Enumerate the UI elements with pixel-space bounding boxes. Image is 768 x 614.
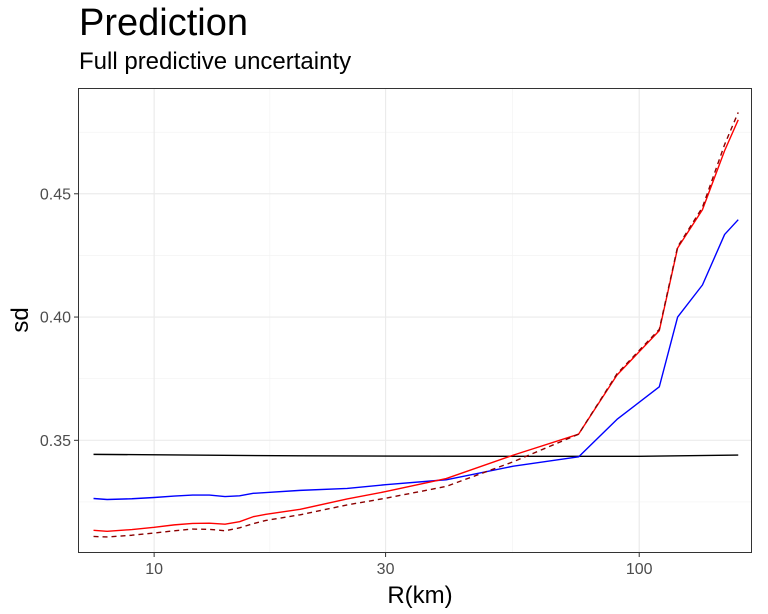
x-tick-label: 10 bbox=[145, 561, 163, 578]
y-tick-label: 0.35 bbox=[40, 433, 71, 450]
x-tick-label: 100 bbox=[626, 561, 653, 578]
series-line-1 bbox=[93, 453, 739, 458]
series-line-4 bbox=[93, 112, 739, 538]
series-lines bbox=[93, 112, 739, 538]
chart-title: Prediction bbox=[79, 2, 248, 44]
chart-subtitle: Full predictive uncertainty bbox=[79, 48, 352, 75]
x-axis-title: R(km) bbox=[387, 582, 452, 609]
x-axis-ticks: 10 30 100 bbox=[145, 552, 653, 578]
y-axis-title: sd bbox=[7, 307, 34, 332]
series-line-3 bbox=[93, 119, 739, 532]
x-tick-label: 30 bbox=[377, 561, 395, 578]
y-tick-label: 0.40 bbox=[40, 310, 71, 327]
plot-panel-border bbox=[78, 88, 752, 553]
y-tick-label: 0.45 bbox=[40, 186, 71, 203]
grid-lines bbox=[79, 89, 751, 552]
y-axis-ticks: 0.35 0.40 0.45 bbox=[40, 186, 79, 450]
series-line-2 bbox=[93, 219, 739, 501]
